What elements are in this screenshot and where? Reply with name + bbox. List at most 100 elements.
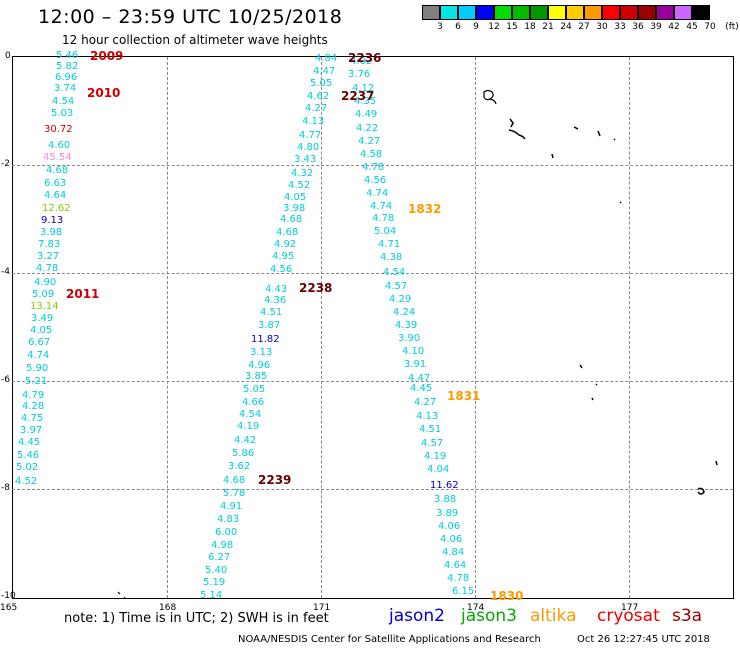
wave-height-reading: 4.06 <box>438 521 461 532</box>
legend-label: 36 <box>632 22 644 32</box>
legend-label: 3 <box>437 22 443 32</box>
wave-height-reading: 4.80 <box>297 142 320 153</box>
wave-height-reading: 11.62 <box>430 480 459 491</box>
pass-time-label: 2237 <box>341 89 375 103</box>
wave-height-reading: 4.56 <box>270 264 293 275</box>
wave-height-reading: 4.13 <box>416 411 439 422</box>
wave-height-reading: 4.64 <box>44 190 67 201</box>
wave-height-reading: 4.66 <box>242 397 265 408</box>
wave-height-reading: 6.67 <box>28 337 51 348</box>
satellite-altika: altika <box>530 606 577 626</box>
wave-height-reading: 12.62 <box>42 203 71 214</box>
wave-height-reading: 3.91 <box>404 359 427 370</box>
satellite-cryosat: cryosat <box>597 606 660 626</box>
wave-height-reading: 3.88 <box>434 494 457 505</box>
wave-height-reading: 4.78 <box>362 162 385 173</box>
legend-label: 18 <box>524 22 536 32</box>
wave-height-reading: 4.92 <box>274 239 297 250</box>
wave-height-reading: 6.63 <box>44 178 67 189</box>
wave-height-reading: 4.38 <box>380 252 403 263</box>
wave-height-reading: 4.74 <box>366 188 389 199</box>
wave-height-reading: 4.47 <box>408 373 431 384</box>
wave-height-reading: 4.74 <box>27 350 50 361</box>
legend-label: 30 <box>596 22 608 32</box>
wave-height-reading: 5.09 <box>32 289 55 300</box>
wave-height-reading: 5.14 <box>200 590 223 601</box>
pass-time-label: 1830 <box>490 589 524 603</box>
legend-swatch <box>638 5 656 20</box>
legend-swatch <box>512 5 530 20</box>
legend-label: 15 <box>506 22 518 32</box>
legend-swatch <box>530 5 548 20</box>
longitude-tick-label: 168 <box>159 603 177 613</box>
latitude-tick-label: -8 <box>1 483 10 493</box>
legend-label: 12 <box>488 22 500 32</box>
legend-label: 9 <box>473 22 479 32</box>
satellite-jason3: jason3 <box>461 606 517 626</box>
wave-height-reading: 4.43 <box>265 284 288 295</box>
wave-height-reading: 4.51 <box>419 424 442 435</box>
wave-height-reading: 4.45 <box>410 383 433 394</box>
parallel-line <box>12 489 733 490</box>
wave-height-reading: 4.56 <box>364 175 387 186</box>
map-subtitle: 12 hour collection of altimeter wave hei… <box>62 33 328 47</box>
color-legend-labels: 3 6 9 12 15 18 21 24 27 30 33 36 39 42 45 70 (ft) <box>422 22 740 34</box>
wave-height-reading: 5.21 <box>25 376 48 387</box>
wave-height-reading: 4.06 <box>440 534 463 545</box>
wave-height-reading: 4.27 <box>414 397 437 408</box>
meridian-line <box>475 57 476 598</box>
legend-swatch <box>620 5 638 20</box>
legend-swatch <box>584 5 602 20</box>
island-outline <box>483 89 497 105</box>
wave-height-reading: 4.35 <box>354 96 377 107</box>
wave-height-reading: 4.47 <box>313 66 336 77</box>
meridian-line <box>167 57 168 598</box>
wave-height-reading: 4.05 <box>30 325 53 336</box>
wave-height-reading: 4.49 <box>355 109 378 120</box>
longitude-tick-label: 177 <box>621 603 639 613</box>
wave-height-reading: 3.62 <box>228 461 251 472</box>
legend-label: 33 <box>614 22 626 32</box>
legend-label: 24 <box>560 22 572 32</box>
pass-time-label: 2239 <box>258 473 292 487</box>
wave-height-reading: 30.72 <box>44 124 73 135</box>
wave-height-reading: 4.77 <box>299 130 322 141</box>
longitude-tick-label: 174 <box>467 603 485 613</box>
pass-time-label: 2011 <box>66 287 100 301</box>
meridian-line <box>629 57 630 598</box>
wave-height-reading: 4.54 <box>383 267 406 278</box>
wave-height-reading: 4.42 <box>234 435 257 446</box>
wave-height-reading: 4.22 <box>356 123 379 134</box>
legend-label: 21 <box>542 22 554 32</box>
wave-height-reading: 4.62 <box>307 91 330 102</box>
wave-height-reading: 4.51 <box>260 307 283 318</box>
legend-label: 39 <box>650 22 662 32</box>
wave-height-reading: 4.10 <box>402 346 425 357</box>
generated-timestamp: Oct 26 12:27:45 UTC 2018 <box>577 634 710 645</box>
wave-height-reading: 4.74 <box>370 201 393 212</box>
legend-swatch <box>440 5 458 20</box>
longitude-tick-label: 171 <box>313 603 331 613</box>
legend-swatch <box>422 5 440 20</box>
credit-line: NOAA/NESDIS Center for Satellite Applica… <box>238 634 541 645</box>
map-title: 12:00 – 23:59 UTC 10/25/2018 <box>38 6 343 28</box>
legend-label: 42 <box>668 22 680 32</box>
pass-time-label: 2010 <box>87 86 121 100</box>
wave-height-reading: 4.84 <box>315 53 338 64</box>
island-outline <box>508 118 526 140</box>
wave-height-reading: 3.98 <box>283 203 306 214</box>
legend-label: 6 <box>455 22 461 32</box>
legend-label: 45 <box>686 22 698 32</box>
wave-height-reading: 4.96 <box>248 360 271 371</box>
wave-height-reading: 4.58 <box>360 149 383 160</box>
wave-height-reading: 3.89 <box>436 508 459 519</box>
wave-height-reading: 5.04 <box>374 226 397 237</box>
island-outline <box>579 364 718 495</box>
wave-height-reading: 4.54 <box>52 96 75 107</box>
wave-height-reading: 4.78 <box>447 573 470 584</box>
wave-height-reading: 4.60 <box>48 140 71 151</box>
wave-height-reading: 4.57 <box>385 281 408 292</box>
legend-label: 27 <box>578 22 590 32</box>
